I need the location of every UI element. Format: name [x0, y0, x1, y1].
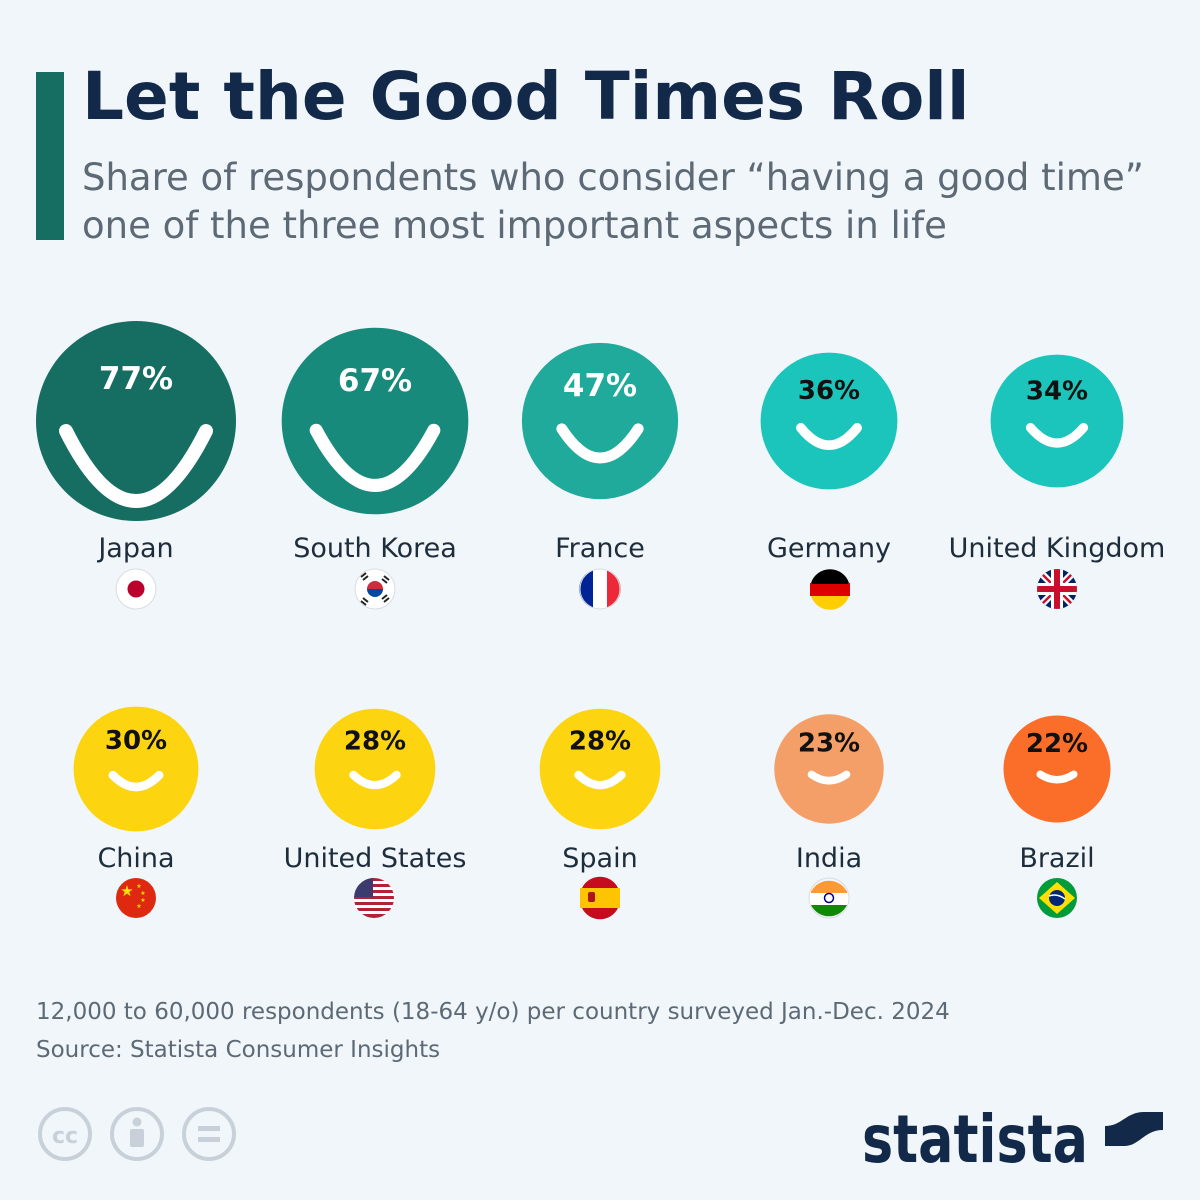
- svg-text:cc: cc: [52, 1124, 78, 1149]
- france-country-label: France: [555, 533, 645, 564]
- united-states-bubble: [314, 708, 436, 830]
- india-value-label: 23%: [798, 729, 860, 759]
- title-accent-bar: [36, 72, 64, 240]
- united-kingdom-value-label: 34%: [1026, 377, 1088, 407]
- germany-flag-icon: [810, 569, 850, 610]
- south-korea-bubble: [281, 327, 469, 515]
- united-kingdom-bubble: [990, 354, 1124, 488]
- statista-wordmark: statista: [862, 1101, 1088, 1172]
- brazil-value-label: 22%: [1026, 729, 1088, 759]
- united-states-flag-icon: [354, 878, 394, 918]
- brazil-country-label: Brazil: [1019, 843, 1094, 874]
- brazil-bubble-group: 22% Brazil: [1003, 715, 1111, 874]
- india-smile-icon: [807, 770, 851, 785]
- united-kingdom-flag-icon: [1037, 569, 1077, 609]
- brazil-flag-icon: [1037, 878, 1077, 918]
- united-states-bubble-group: 28% United States: [284, 708, 467, 874]
- svg-text:★: ★: [140, 890, 145, 897]
- svg-text:★: ★: [120, 882, 133, 900]
- attribution-icon[interactable]: [110, 1107, 164, 1161]
- france-smile-icon: [556, 423, 644, 464]
- france-bubble: [521, 342, 679, 500]
- svg-text:★: ★: [136, 903, 141, 910]
- germany-smile-icon: [796, 423, 862, 450]
- germany-country-label: Germany: [767, 533, 891, 564]
- united-kingdom-bubble-group: 34% United Kingdom: [949, 354, 1166, 564]
- source-note: Source: Statista Consumer Insights: [36, 1037, 441, 1063]
- india-bubble: [774, 714, 884, 824]
- license-icons: cc: [38, 1107, 236, 1161]
- south-korea-smile-icon: [309, 423, 441, 492]
- india-bubble-group: 23% India: [774, 714, 884, 874]
- china-bubble-group: 30% China: [73, 706, 199, 874]
- china-country-label: China: [97, 843, 174, 874]
- germany-bubble: [760, 352, 898, 490]
- united-kingdom-country-label: United Kingdom: [949, 533, 1166, 564]
- south-korea-flag-icon: [354, 568, 396, 610]
- spain-bubble: [539, 708, 661, 830]
- no-derivatives-icon[interactable]: [182, 1107, 236, 1161]
- japan-bubble-group: 77% Japan: [36, 321, 236, 564]
- spain-smile-icon: [574, 770, 626, 790]
- france-value-label: 47%: [563, 368, 637, 404]
- south-korea-country-label: South Korea: [293, 533, 457, 564]
- smiley-bubble-chart: 77% Japan 67% South Korea 47% France 36% German…: [36, 321, 1166, 920]
- spain-country-label: Spain: [562, 843, 637, 874]
- india-country-label: India: [796, 843, 862, 874]
- china-value-label: 30%: [105, 726, 167, 756]
- japan-value-label: 77%: [99, 361, 173, 397]
- germany-bubble-group: 36% Germany: [760, 352, 898, 564]
- united-states-smile-icon: [349, 770, 401, 790]
- japan-bubble: [36, 321, 236, 521]
- spain-value-label: 28%: [569, 727, 631, 757]
- france-flag-icon: [579, 568, 621, 610]
- south-korea-value-label: 67%: [338, 363, 412, 399]
- india-flag-icon: [808, 877, 850, 919]
- brazil-bubble: [1003, 715, 1111, 823]
- chart-title: Let the Good Times Roll: [82, 58, 970, 135]
- united-kingdom-smile-icon: [1025, 422, 1089, 448]
- germany-value-label: 36%: [798, 376, 860, 406]
- brazil-smile-icon: [1036, 770, 1078, 784]
- chart-subtitle: Share of respondents who consider “havin…: [82, 156, 1144, 247]
- china-smile-icon: [108, 770, 164, 792]
- china-bubble: [73, 706, 199, 832]
- svg-text:★: ★: [140, 897, 145, 904]
- japan-flag-icon: [115, 568, 157, 610]
- japan-smile-icon: [59, 424, 213, 508]
- china-flag-icon: ★ ★ ★ ★ ★: [116, 878, 156, 918]
- survey-footnote: 12,000 to 60,000 respondents (18-64 y/o)…: [36, 999, 950, 1025]
- statista-logo-icon: [1105, 1106, 1163, 1164]
- svg-text:★: ★: [136, 883, 141, 890]
- japan-country-label: Japan: [96, 533, 173, 564]
- united-states-value-label: 28%: [344, 727, 406, 757]
- south-korea-bubble-group: 67% South Korea: [281, 327, 469, 564]
- statista-logo[interactable]: statista: [862, 1100, 1172, 1172]
- spain-bubble-group: 28% Spain: [539, 708, 661, 874]
- france-bubble-group: 47% France: [521, 342, 679, 564]
- cc-icon[interactable]: cc: [38, 1107, 92, 1161]
- spain-flag-icon: [580, 876, 620, 920]
- united-states-country-label: United States: [284, 843, 467, 874]
